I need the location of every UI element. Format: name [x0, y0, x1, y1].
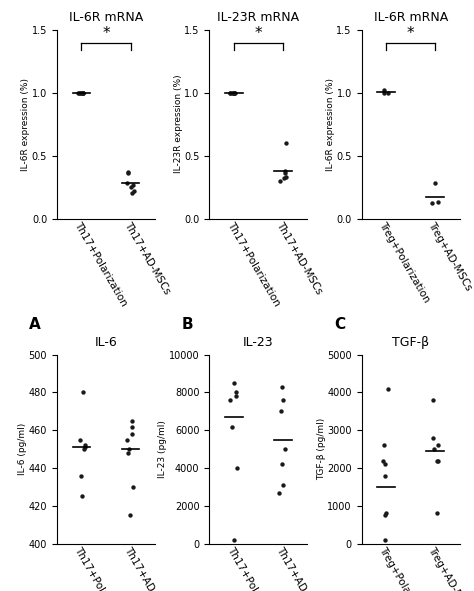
Point: [227, 88, 234, 98]
Title: IL-6R mRNA: IL-6R mRNA: [69, 11, 143, 24]
Point: [434, 456, 441, 465]
Point: [282, 166, 289, 176]
Point: [384, 88, 392, 98]
Title: TGF-β: TGF-β: [392, 336, 429, 349]
Point: [430, 433, 438, 443]
Point: [383, 509, 390, 518]
Point: [80, 388, 87, 397]
Point: [80, 444, 88, 454]
Point: [76, 88, 83, 98]
Point: [385, 384, 392, 394]
Point: [276, 488, 283, 498]
Point: [381, 535, 389, 545]
Point: [129, 482, 137, 492]
Point: [128, 422, 136, 431]
Point: [281, 444, 289, 454]
Point: [278, 382, 285, 392]
Point: [230, 88, 237, 98]
Point: [233, 392, 240, 401]
Point: [434, 509, 441, 518]
Point: [432, 178, 439, 188]
Point: [128, 429, 136, 439]
Point: [227, 88, 234, 98]
Point: [126, 511, 134, 520]
Point: [78, 88, 85, 98]
Point: [430, 444, 438, 454]
Point: [282, 168, 289, 178]
Point: [281, 174, 288, 183]
Point: [75, 88, 83, 98]
Point: [124, 435, 131, 444]
Point: [276, 176, 284, 186]
Point: [279, 395, 287, 405]
Point: [381, 511, 389, 520]
Point: [230, 88, 237, 98]
Point: [126, 444, 133, 454]
Point: [80, 88, 87, 98]
Point: [434, 441, 442, 450]
Point: [429, 395, 437, 405]
Y-axis label: IL-6R expression (%): IL-6R expression (%): [21, 77, 30, 171]
Point: [127, 183, 135, 192]
Point: [381, 471, 388, 480]
Point: [74, 88, 82, 98]
Point: [228, 88, 236, 98]
Point: [380, 441, 388, 450]
Point: [380, 85, 387, 95]
Text: C: C: [334, 317, 345, 332]
Point: [279, 480, 287, 490]
Point: [124, 448, 131, 457]
Point: [381, 88, 388, 98]
Point: [282, 138, 290, 148]
Title: IL-6R mRNA: IL-6R mRNA: [374, 11, 448, 24]
Point: [277, 407, 285, 416]
Point: [230, 88, 237, 98]
Point: [229, 88, 237, 98]
Point: [125, 168, 132, 178]
Point: [78, 492, 86, 501]
Point: [128, 416, 136, 426]
Point: [123, 178, 131, 188]
Point: [233, 463, 241, 473]
Point: [434, 197, 442, 207]
Point: [230, 378, 237, 388]
Point: [79, 88, 87, 98]
Point: [227, 395, 234, 405]
Point: [128, 189, 136, 198]
Y-axis label: IL-23 (pg/ml): IL-23 (pg/ml): [158, 420, 167, 478]
Point: [232, 388, 239, 397]
Point: [81, 443, 89, 452]
Point: [129, 180, 137, 189]
Title: IL-23: IL-23: [243, 336, 273, 349]
Point: [278, 460, 286, 469]
Point: [428, 199, 436, 208]
Point: [130, 186, 137, 196]
Point: [231, 88, 239, 98]
Point: [124, 167, 132, 177]
Point: [80, 88, 87, 98]
Point: [379, 456, 387, 465]
Text: B: B: [182, 317, 193, 332]
Point: [228, 422, 236, 431]
Point: [433, 456, 440, 465]
Title: IL-23R mRNA: IL-23R mRNA: [217, 11, 300, 24]
Text: A: A: [29, 317, 41, 332]
Y-axis label: IL-6 (pg/ml): IL-6 (pg/ml): [18, 423, 27, 475]
Point: [282, 172, 290, 181]
Text: *: *: [407, 26, 414, 41]
Point: [76, 435, 83, 444]
Y-axis label: IL-23R expression (%): IL-23R expression (%): [173, 74, 182, 173]
Point: [77, 471, 85, 480]
Title: IL-6: IL-6: [95, 336, 118, 349]
Text: *: *: [255, 26, 262, 41]
Point: [79, 88, 86, 98]
Point: [382, 460, 389, 469]
Point: [230, 535, 237, 545]
Text: *: *: [102, 26, 110, 41]
Point: [81, 441, 89, 450]
Y-axis label: IL-6R expression (%): IL-6R expression (%): [326, 77, 335, 171]
Y-axis label: TGF-β (pg/ml): TGF-β (pg/ml): [317, 418, 326, 480]
